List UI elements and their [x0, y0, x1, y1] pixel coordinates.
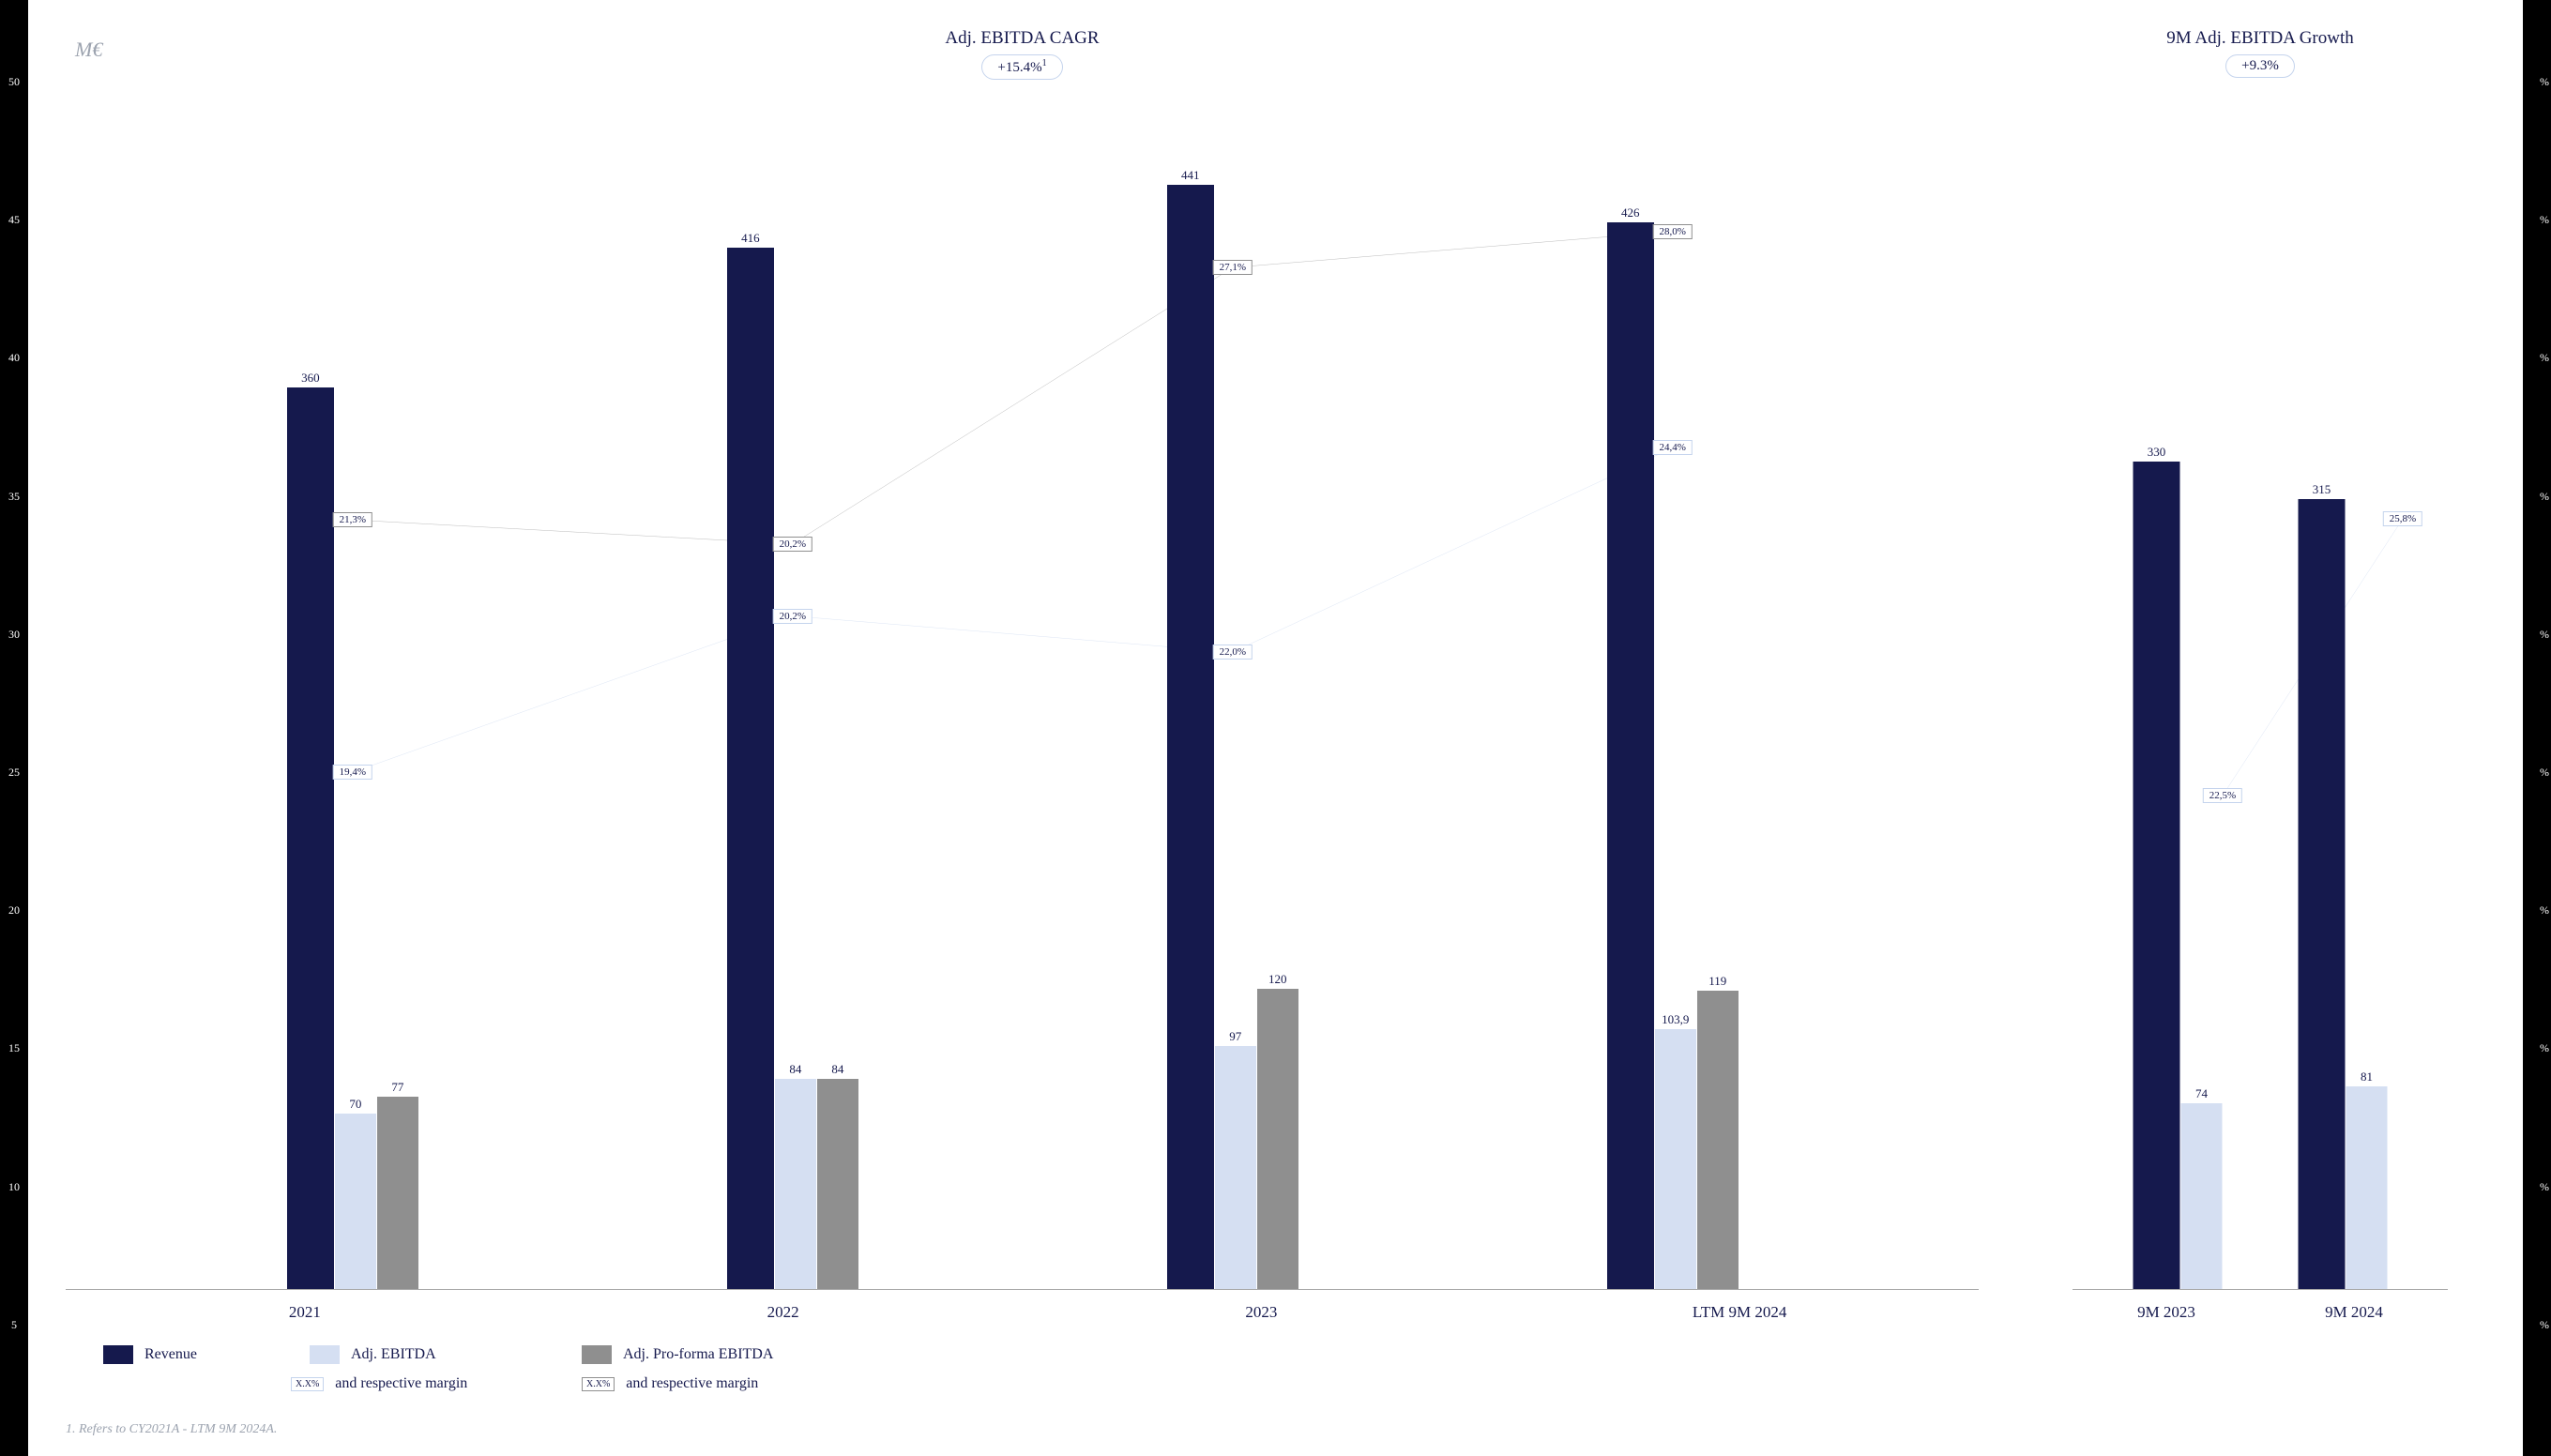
ebitda-margin-box: 22,0% — [1213, 645, 1253, 660]
revenue-bar: 315 — [2299, 499, 2346, 1289]
cagr-badge: +15.4%1 — [981, 54, 1062, 80]
right-plot-area: 33074 31581 22,5% 25,8% — [2073, 85, 2448, 1290]
ebitda-bar: 103,9 — [1655, 1029, 1696, 1289]
proforma-margin-box: 28,0% — [1653, 224, 1693, 239]
revenue-bar: 330 — [2133, 462, 2180, 1289]
bar-group: 31581 — [2299, 85, 2388, 1289]
revenue-bar: 441 — [1167, 185, 1214, 1289]
x-label: 9M 2023 — [2073, 1303, 2260, 1322]
left-chart-title: Adj. EBITDA CAGR — [66, 28, 1979, 49]
proforma-bar: 77 — [377, 1097, 418, 1289]
ebitda-bar: 97 — [1215, 1046, 1256, 1289]
ebitda-bar: 74 — [2181, 1103, 2223, 1289]
ebitda-bar: 81 — [2346, 1086, 2388, 1290]
legend-item: Revenue — [103, 1345, 272, 1364]
right-x-labels: 9M 20239M 2024 — [2073, 1303, 2448, 1322]
ebitda-margin-box: 24,4% — [1653, 440, 1693, 455]
ebitda-margin-box: 22,5% — [2203, 788, 2242, 803]
legend-item: X.X%and respective margin — [291, 1375, 544, 1392]
ebitda-margin-box: 19,4% — [333, 765, 372, 780]
ebitda-bar: 84 — [775, 1079, 816, 1289]
legend-row-1: Revenue Adj. EBITDA Adj. Pro-forma EBITDA — [103, 1345, 2485, 1364]
proforma-margin-box: 21,3% — [333, 512, 372, 527]
legend-item: Adj. Pro-forma EBITDA — [582, 1345, 773, 1364]
revenue-bar: 416 — [727, 248, 774, 1289]
left-x-labels: 202120222023LTM 9M 2024 — [66, 1303, 1979, 1322]
x-label: 9M 2024 — [2260, 1303, 2448, 1322]
right-chart: 9M Adj. EBITDA Growth +9.3% 33074 31581 22… — [2073, 28, 2448, 1322]
x-label: 2023 — [1023, 1303, 1501, 1322]
proforma-bar: 119 — [1697, 991, 1739, 1289]
proforma-bar: 120 — [1257, 989, 1298, 1289]
right-chart-title: 9M Adj. EBITDA Growth — [2073, 28, 2448, 49]
revenue-bar: 426 — [1607, 222, 1654, 1289]
left-chart: Adj. EBITDA CAGR +15.4%1 360707741684844… — [66, 28, 1979, 1322]
legend: RevenueAdj. EBITDAAdj. Pro-forma EBITDA … — [103, 1345, 2485, 1403]
legend-item: X.X%and respective margin — [582, 1375, 758, 1392]
proforma-margin-box: 27,1% — [1213, 260, 1253, 275]
slide-content: M€ Adj. EBITDA CAGR +15.4%1 360707741684… — [28, 0, 2523, 1456]
unit-label: M€ — [75, 38, 102, 62]
x-label: LTM 9M 2024 — [1500, 1303, 1979, 1322]
ebitda-margin-box: 25,8% — [2383, 511, 2422, 526]
bar-group: 4168484 — [727, 87, 858, 1289]
footnote: 1. Refers to CY2021A - LTM 9M 2024A. — [66, 1422, 2485, 1437]
ebitda-margin-box: 20,2% — [773, 609, 812, 624]
proforma-margin-box: 20,2% — [773, 537, 812, 552]
right-axis-strip: %%%%%%%%%% — [2523, 0, 2551, 1456]
proforma-bar: 84 — [817, 1079, 858, 1289]
bar-group: 3607077 — [287, 87, 418, 1289]
bar-group: 33074 — [2133, 85, 2223, 1289]
growth-badge: +9.3% — [2225, 54, 2295, 78]
ebitda-bar: 70 — [335, 1114, 376, 1289]
bar-group: 426103,9119 — [1607, 87, 1739, 1289]
x-label: 2022 — [544, 1303, 1023, 1322]
legend-item: Adj. EBITDA — [310, 1345, 544, 1364]
x-label: 2021 — [66, 1303, 544, 1322]
left-plot-area: 3607077416848444197120426103,911919,4%20… — [66, 87, 1979, 1290]
legend-row-2: X.X%and respective margin X.X%and respect… — [291, 1375, 2485, 1392]
left-axis-strip: 5045403530252015105 — [0, 0, 28, 1456]
revenue-bar: 360 — [287, 387, 334, 1289]
